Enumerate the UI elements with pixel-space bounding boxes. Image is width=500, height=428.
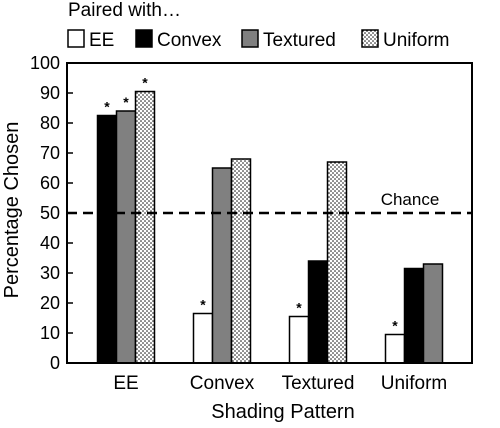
significance-marker: * — [123, 94, 129, 110]
x-tick-label: Convex — [190, 373, 255, 394]
x-tick-label: Uniform — [381, 373, 448, 394]
significance-marker: * — [296, 300, 302, 316]
significance-marker: * — [200, 297, 206, 313]
y-axis-label: Percentage Chosen — [1, 122, 23, 299]
bar-ee-vs-convex — [96, 114, 118, 364]
y-tick-label: 90 — [40, 83, 60, 103]
bar-uniform-vs-ee — [384, 333, 406, 364]
bar-convex-vs-ee — [192, 312, 214, 364]
y-tick-label: 10 — [40, 323, 60, 343]
legend-label-convex: Convex — [157, 30, 222, 51]
y-tick-label: 60 — [40, 173, 60, 193]
x-axis-ticks: EE Convex Textured Uniform — [113, 373, 447, 394]
bar-textured-vs-convex — [307, 260, 329, 364]
y-tick-label: 100 — [30, 53, 60, 73]
legend-title: Paired with… — [68, 0, 181, 21]
bar-ee-vs-textured — [115, 110, 137, 364]
y-tick-label: 0 — [50, 353, 60, 373]
significance-marker: * — [104, 99, 110, 115]
y-tick-label: 30 — [40, 263, 60, 283]
x-tick-label: EE — [113, 373, 138, 394]
chance-label: Chance — [381, 190, 440, 209]
legend-swatch-textured — [241, 29, 259, 48]
bar-ee-vs-uniform — [134, 90, 156, 364]
legend-swatch-uniform — [361, 29, 379, 48]
bar-textured-vs-ee — [288, 315, 310, 364]
y-tick-label: 40 — [40, 233, 60, 253]
legend-label-ee: EE — [89, 30, 114, 51]
bar-uniform-vs-textured — [422, 263, 444, 364]
y-tick-label: 80 — [40, 113, 60, 133]
legend-label-textured: Textured — [263, 30, 336, 51]
significance-marker: * — [142, 75, 148, 91]
legend: Paired with… EE Convex Textured Uniform — [67, 0, 450, 51]
legend-swatch-convex — [135, 29, 153, 48]
x-tick-label: Textured — [282, 373, 355, 394]
significance-markers: * * * * * * — [104, 75, 398, 334]
plot-frame — [66, 62, 473, 364]
y-tick-label: 50 — [40, 203, 60, 223]
bar-convex-vs-textured — [211, 167, 233, 364]
legend-label-uniform: Uniform — [383, 30, 450, 51]
x-axis-label: Shading Pattern — [211, 401, 354, 423]
significance-marker: * — [392, 318, 398, 334]
y-tick-label: 70 — [40, 143, 60, 163]
y-tick-label: 20 — [40, 293, 60, 313]
legend-swatch-ee — [67, 29, 85, 48]
bar-convex-vs-uniform — [230, 158, 252, 364]
bar-uniform-vs-convex — [403, 267, 425, 364]
legend-items: EE Convex Textured Uniform — [67, 29, 450, 51]
bar-textured-vs-uniform — [326, 161, 348, 364]
bars — [96, 90, 444, 364]
